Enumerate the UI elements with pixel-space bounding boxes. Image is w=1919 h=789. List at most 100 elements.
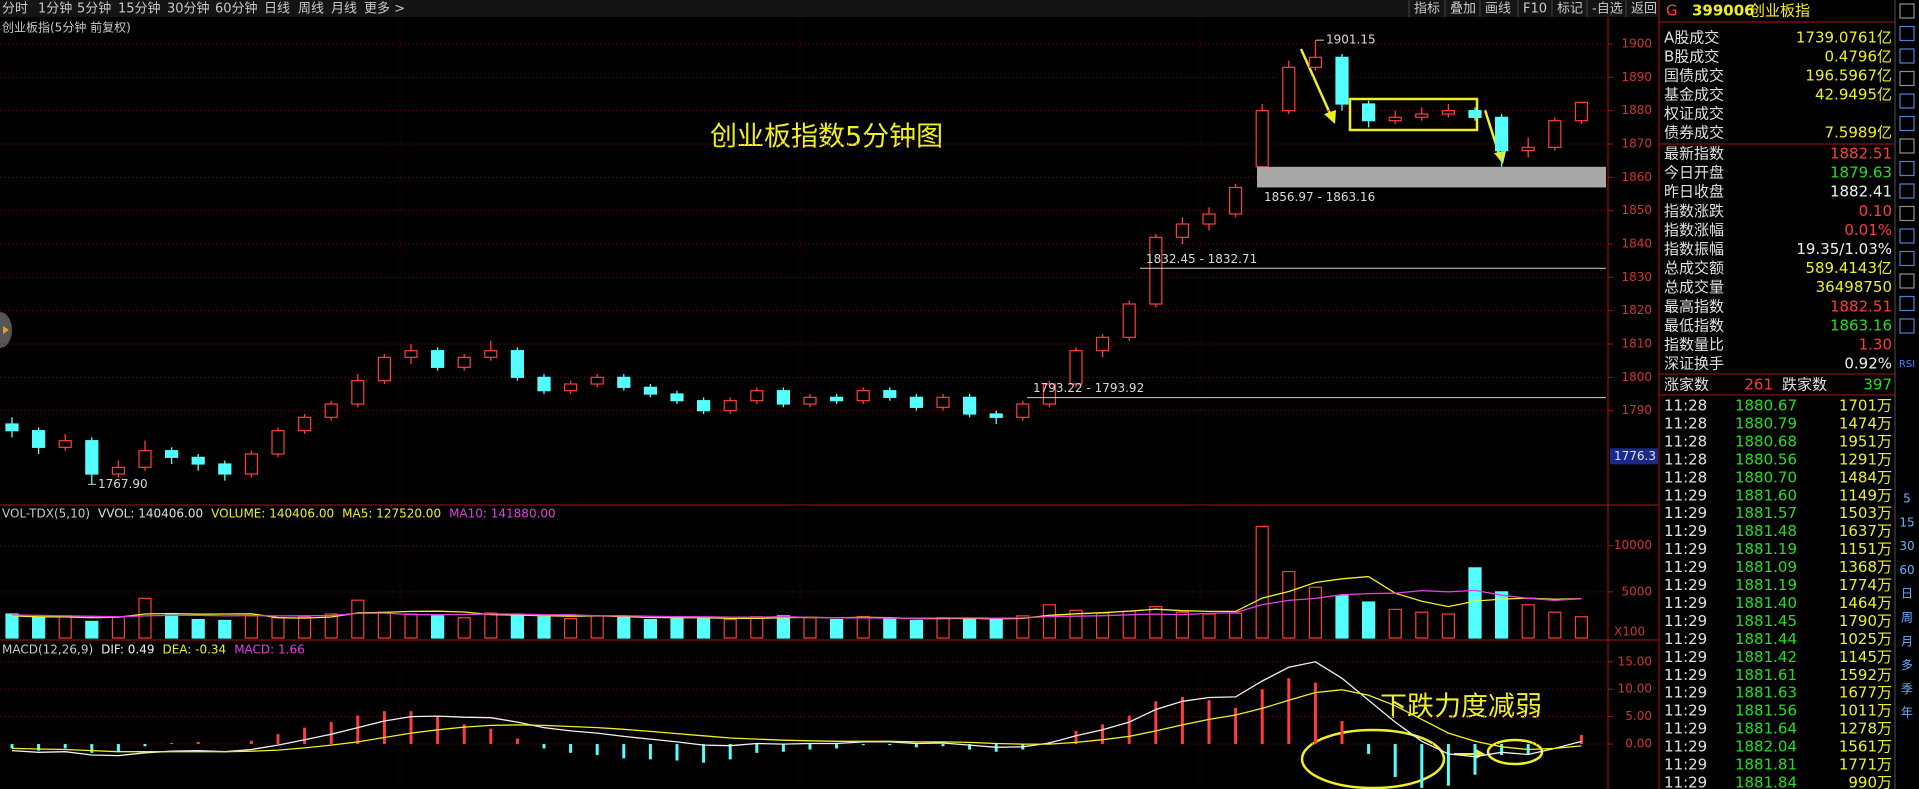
tick-price: 1881.61 bbox=[1735, 666, 1797, 684]
macd-line bbox=[11, 661, 1582, 758]
tool-icon[interactable] bbox=[1899, 183, 1915, 199]
period-button[interactable]: 月 bbox=[1901, 634, 1913, 648]
tick-price: 1881.56 bbox=[1735, 702, 1797, 720]
tick-time: 11:29 bbox=[1664, 594, 1707, 612]
legend-entry: MA5: 127520.00 bbox=[342, 507, 441, 521]
tool-icon[interactable] bbox=[1899, 295, 1915, 312]
tick-price: 1881.44 bbox=[1735, 630, 1797, 648]
volume-bar bbox=[1361, 601, 1376, 639]
toolbar-button[interactable]: 指标 bbox=[1414, 2, 1440, 17]
timeframe-tab[interactable]: 60分钟 bbox=[215, 1, 258, 17]
candle-body bbox=[404, 350, 418, 358]
period-button[interactable]: 多 bbox=[1901, 658, 1913, 672]
period-button[interactable]: 年 bbox=[1901, 706, 1913, 720]
timeframe-tab[interactable]: 5分钟 bbox=[77, 1, 111, 17]
tool-icon-text[interactable]: RSI bbox=[1899, 359, 1915, 370]
breadth-value: 397 bbox=[1863, 376, 1892, 394]
quote-value: 1882.51 bbox=[1830, 145, 1892, 163]
candle-body bbox=[1228, 186, 1243, 215]
candle-body bbox=[1548, 120, 1562, 148]
volume-bar bbox=[1282, 570, 1296, 639]
volume-bar bbox=[1202, 613, 1216, 639]
tick-price: 1880.68 bbox=[1735, 432, 1797, 450]
timeframe-tab[interactable]: 分时 bbox=[2, 2, 28, 17]
candle-body bbox=[1282, 66, 1296, 112]
tool-icon[interactable] bbox=[1899, 205, 1915, 222]
tick-price: 1880.56 bbox=[1735, 450, 1797, 468]
tool-icon[interactable] bbox=[1899, 318, 1915, 334]
toolbar-button[interactable]: -自选 bbox=[1592, 2, 1623, 17]
candle-body bbox=[1016, 403, 1030, 418]
volume-bar bbox=[351, 599, 365, 639]
volume-bar bbox=[1069, 609, 1083, 639]
tick-volume: 1774万 bbox=[1839, 576, 1892, 594]
volume-bar bbox=[1042, 604, 1057, 639]
tool-icon[interactable] bbox=[1899, 273, 1915, 289]
quote-label: 债券成交 bbox=[1664, 124, 1724, 142]
candle-body bbox=[1095, 336, 1110, 352]
candle-body bbox=[111, 466, 126, 475]
candle-body bbox=[1494, 116, 1509, 152]
volume-bar bbox=[643, 618, 658, 639]
quote-value: 36498750 bbox=[1816, 278, 1892, 296]
tool-icon[interactable] bbox=[1899, 160, 1915, 177]
legend-entry: MA10: 141880.00 bbox=[449, 507, 556, 521]
timeframe-tab[interactable]: 更多 > bbox=[364, 1, 405, 17]
timeframe-tab[interactable]: 30分钟 bbox=[167, 1, 210, 17]
tool-icon[interactable] bbox=[1899, 115, 1915, 132]
tick-price: 1881.45 bbox=[1735, 612, 1797, 630]
tool-icon[interactable] bbox=[1899, 228, 1915, 244]
period-button[interactable]: 60 bbox=[1899, 563, 1914, 577]
candle-body bbox=[298, 416, 312, 432]
tick-price: 1881.60 bbox=[1735, 486, 1797, 504]
toolbar-button[interactable]: 标记 bbox=[1557, 2, 1583, 17]
period-button[interactable]: 30 bbox=[1899, 539, 1914, 553]
timeframe-tab[interactable]: 15分钟 bbox=[118, 1, 161, 17]
volume-bar bbox=[1548, 611, 1562, 639]
volume-bar bbox=[1468, 567, 1482, 639]
candle-body bbox=[324, 403, 338, 418]
period-button[interactable]: 季 bbox=[1901, 682, 1913, 696]
tick-volume: 1561万 bbox=[1839, 738, 1892, 756]
tool-icon[interactable] bbox=[1899, 93, 1915, 109]
macd-line bbox=[11, 689, 1582, 753]
tool-icon[interactable] bbox=[1899, 138, 1915, 154]
period-button[interactable]: 日 bbox=[1901, 587, 1913, 601]
tick-time: 11:29 bbox=[1664, 504, 1707, 522]
toolbar-button[interactable]: F10 bbox=[1523, 2, 1547, 17]
tick-time: 11:29 bbox=[1664, 558, 1707, 576]
tick-volume: 1149万 bbox=[1839, 486, 1892, 504]
toolbar-button[interactable]: 画线 bbox=[1485, 2, 1511, 17]
tick-price: 1880.67 bbox=[1735, 397, 1797, 415]
volume-bar bbox=[1095, 612, 1110, 639]
breadth-label: 跌家数 bbox=[1782, 376, 1827, 394]
tool-icon[interactable] bbox=[1899, 48, 1915, 64]
toolbar-button[interactable]: 返回 bbox=[1631, 2, 1657, 17]
quote-label: 深证换手 bbox=[1664, 355, 1724, 373]
gap-zone bbox=[1257, 166, 1606, 188]
tool-icon[interactable] bbox=[1899, 3, 1915, 19]
tool-icon[interactable] bbox=[1899, 250, 1915, 267]
timeframe-tab[interactable]: 1分钟 bbox=[38, 1, 72, 17]
period-button[interactable]: 15 bbox=[1899, 515, 1914, 529]
volume-bar bbox=[617, 616, 631, 639]
timeframe-tab[interactable]: 日线 bbox=[264, 2, 290, 17]
timeframe-tab[interactable]: 周线 bbox=[298, 2, 324, 17]
period-button[interactable]: 周 bbox=[1901, 611, 1913, 625]
y-tick-label: 1890 bbox=[1621, 70, 1652, 84]
y-tick-label: 15.00 bbox=[1618, 654, 1652, 668]
period-button[interactable]: 5 bbox=[1903, 492, 1911, 506]
timeframe-tab[interactable]: 月线 bbox=[331, 2, 357, 17]
volume-bar bbox=[218, 619, 232, 639]
toolbar-button[interactable]: 叠加 bbox=[1450, 2, 1476, 17]
y-tick-label: 10.00 bbox=[1618, 682, 1652, 696]
tick-time: 11:28 bbox=[1664, 432, 1707, 450]
tick-price: 1881.81 bbox=[1735, 756, 1797, 774]
candle-body bbox=[1149, 236, 1163, 305]
candle-body bbox=[31, 430, 46, 448]
tool-icon[interactable] bbox=[1899, 70, 1915, 87]
volume-bar bbox=[1574, 616, 1589, 639]
candle-body bbox=[723, 400, 737, 412]
tool-icon[interactable] bbox=[1899, 25, 1915, 42]
